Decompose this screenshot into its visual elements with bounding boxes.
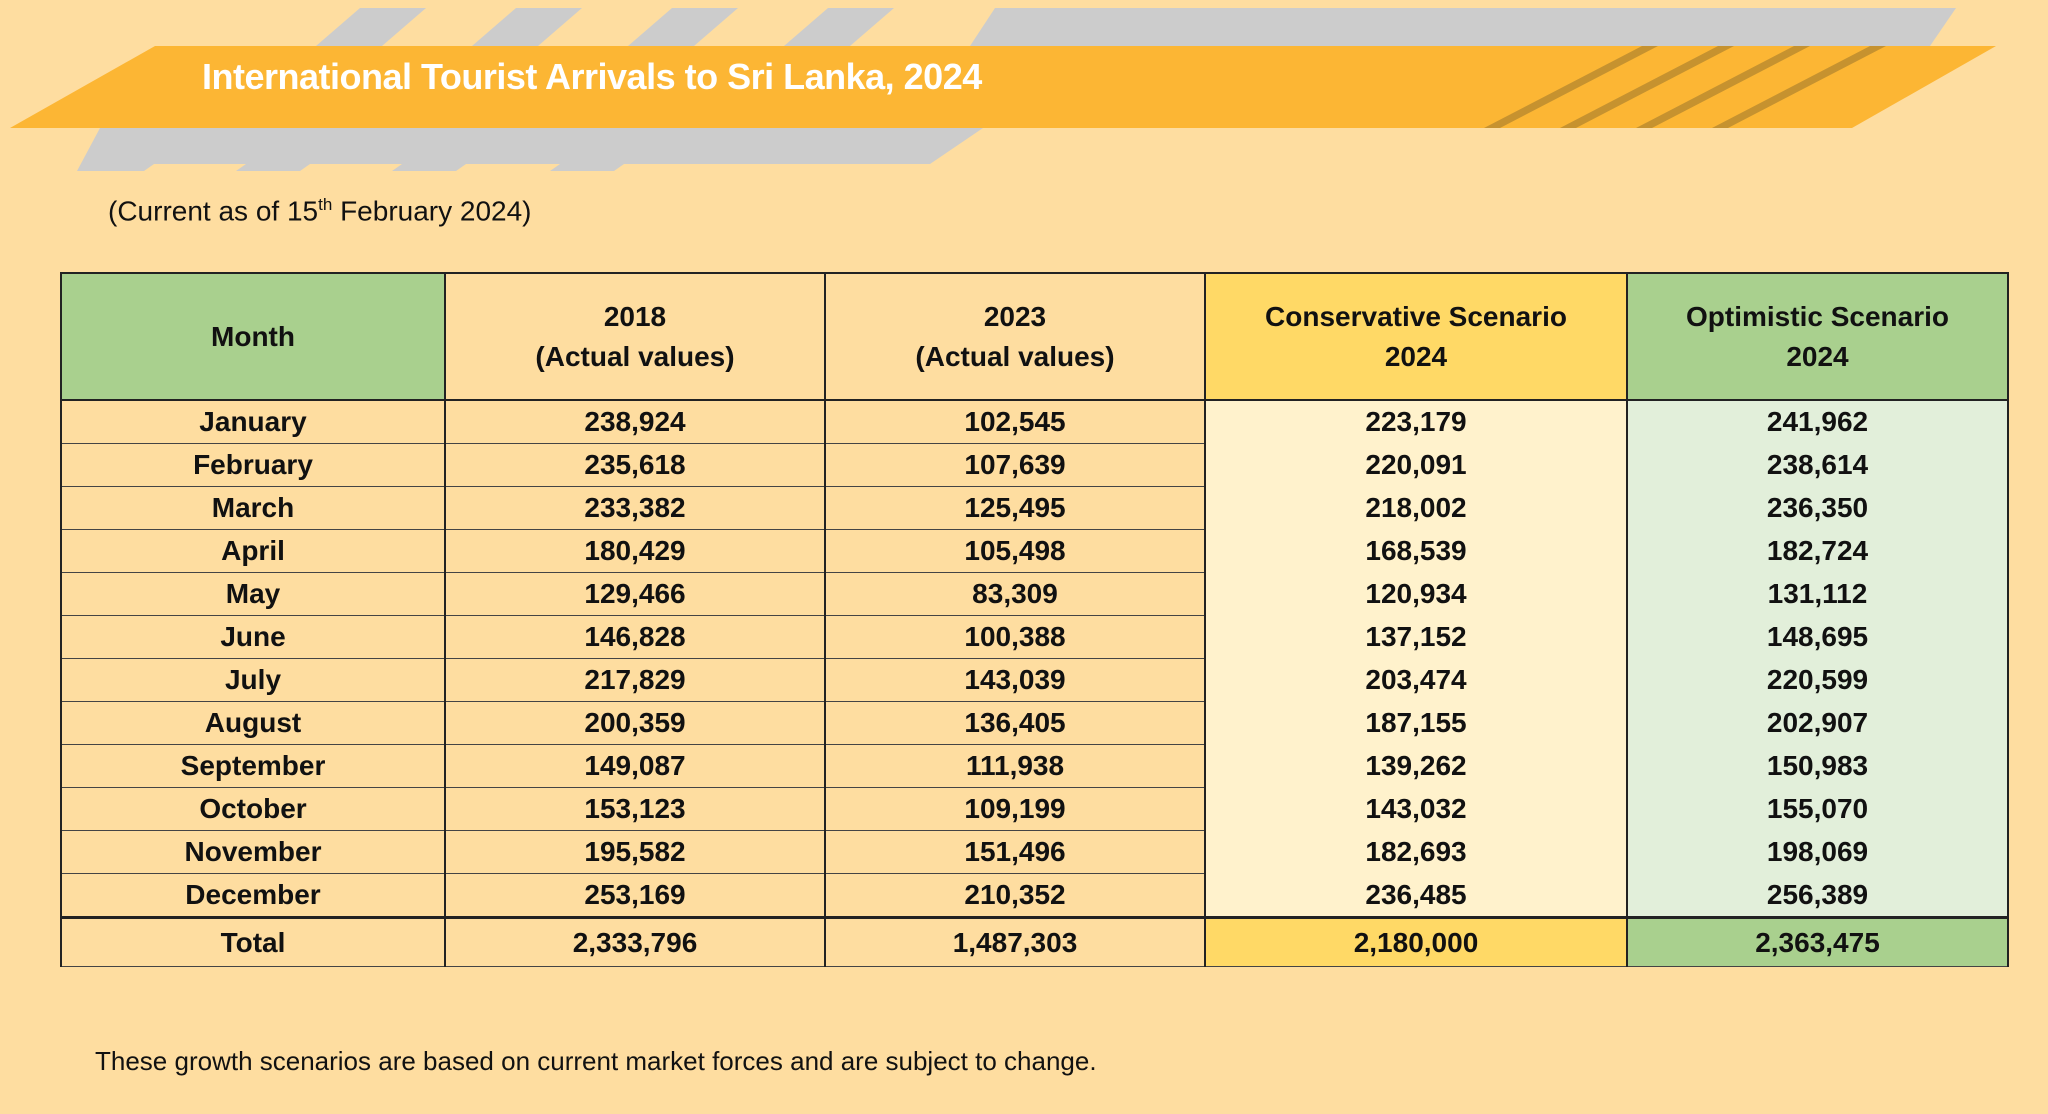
optimistic-2024-cell: 241,962 — [1626, 399, 2009, 444]
subtitle-superscript: th — [318, 195, 333, 214]
total-row: Total 2,333,796 1,487,303 2,180,000 2,363,47… — [60, 916, 2009, 967]
column-header-month: Month — [60, 272, 446, 401]
value-2018-cell: 195,582 — [444, 830, 826, 874]
value-2023-cell: 210,352 — [824, 873, 1206, 918]
as-of-date: (Current as of 15th February 2024) — [108, 195, 532, 227]
table-header-row: Month 2018 (Actual values) 2023 (Actual va… — [60, 272, 2009, 401]
month-cell: October — [60, 787, 446, 831]
value-2023-cell: 111,938 — [824, 744, 1206, 788]
month-cell: March — [60, 486, 446, 530]
optimistic-2024-cell: 148,695 — [1626, 615, 2009, 659]
value-2023-cell: 143,039 — [824, 658, 1206, 702]
table-row: September 149,087 111,938 139,262 150,983 — [60, 744, 2009, 788]
total-conservative-2024-cell: 2,180,000 — [1204, 916, 1628, 967]
conservative-2024-cell: 223,179 — [1204, 399, 1628, 444]
value-2018-cell: 180,429 — [444, 529, 826, 573]
subtitle-suffix: February 2024) — [332, 195, 532, 227]
month-cell: December — [60, 873, 446, 918]
conservative-2024-cell: 137,152 — [1204, 615, 1628, 659]
value-2018-cell: 233,382 — [444, 486, 826, 530]
conservative-2024-cell: 236,485 — [1204, 873, 1628, 918]
total-optimistic-2024-cell: 2,363,475 — [1626, 916, 2009, 967]
month-cell: May — [60, 572, 446, 616]
month-cell: April — [60, 529, 446, 573]
column-header-2023: 2023 (Actual values) — [824, 272, 1206, 401]
total-month-cell: Total — [60, 916, 446, 967]
subtitle-prefix: (Current as of 15 — [108, 195, 319, 227]
value-2018-cell: 200,359 — [444, 701, 826, 745]
value-2023-cell: 109,199 — [824, 787, 1206, 831]
month-cell: November — [60, 830, 446, 874]
conservative-2024-cell: 168,539 — [1204, 529, 1628, 573]
total-value-2018-cell: 2,333,796 — [444, 916, 826, 967]
value-2018-cell: 238,924 — [444, 399, 826, 444]
column-header-2018: 2018 (Actual values) — [444, 272, 826, 401]
optimistic-2024-cell: 256,389 — [1626, 873, 2009, 918]
optimistic-2024-cell: 198,069 — [1626, 830, 2009, 874]
month-cell: February — [60, 443, 446, 487]
value-2018-cell: 235,618 — [444, 443, 826, 487]
value-2023-cell: 102,545 — [824, 399, 1206, 444]
optimistic-2024-cell: 131,112 — [1626, 572, 2009, 616]
optimistic-2024-cell: 202,907 — [1626, 701, 2009, 745]
conservative-2024-cell: 182,693 — [1204, 830, 1628, 874]
value-2023-cell: 151,496 — [824, 830, 1206, 874]
table-row: October 153,123 109,199 143,032 155,070 — [60, 787, 2009, 831]
table-row: April 180,429 105,498 168,539 182,724 — [60, 529, 2009, 573]
value-2023-cell: 83,309 — [824, 572, 1206, 616]
table-row: August 200,359 136,405 187,155 202,907 — [60, 701, 2009, 745]
conservative-2024-cell: 143,032 — [1204, 787, 1628, 831]
arrivals-table: Month 2018 (Actual values) 2023 (Actual va… — [60, 272, 2009, 967]
optimistic-2024-cell: 150,983 — [1626, 744, 2009, 788]
table-row: May 129,466 83,309 120,934 131,112 — [60, 572, 2009, 616]
column-header-optimistic: Optimistic Scenario 2024 — [1626, 272, 2009, 401]
table-row: November 195,582 151,496 182,693 198,069 — [60, 830, 2009, 874]
value-2018-cell: 129,466 — [444, 572, 826, 616]
table-row: January 238,924 102,545 223,179 241,962 — [60, 399, 2009, 444]
value-2023-cell: 136,405 — [824, 701, 1206, 745]
conservative-2024-cell: 120,934 — [1204, 572, 1628, 616]
value-2023-cell: 105,498 — [824, 529, 1206, 573]
table-row: March 233,382 125,495 218,002 236,350 — [60, 486, 2009, 530]
month-cell: August — [60, 701, 446, 745]
optimistic-2024-cell: 182,724 — [1626, 529, 2009, 573]
table-row: June 146,828 100,388 137,152 148,695 — [60, 615, 2009, 659]
month-cell: September — [60, 744, 446, 788]
optimistic-2024-cell: 220,599 — [1626, 658, 2009, 702]
total-value-2023-cell: 1,487,303 — [824, 916, 1206, 967]
footnote: These growth scenarios are based on curr… — [95, 1046, 1097, 1076]
value-2018-cell: 217,829 — [444, 658, 826, 702]
value-2018-cell: 146,828 — [444, 615, 826, 659]
value-2018-cell: 149,087 — [444, 744, 826, 788]
conservative-2024-cell: 220,091 — [1204, 443, 1628, 487]
page-title: International Tourist Arrivals to Sri La… — [202, 56, 982, 97]
conservative-2024-cell: 203,474 — [1204, 658, 1628, 702]
month-cell: July — [60, 658, 446, 702]
value-2023-cell: 100,388 — [824, 615, 1206, 659]
optimistic-2024-cell: 155,070 — [1626, 787, 2009, 831]
value-2018-cell: 253,169 — [444, 873, 826, 918]
table-row: July 217,829 143,039 203,474 220,599 — [60, 658, 2009, 702]
value-2023-cell: 107,639 — [824, 443, 1206, 487]
month-cell: January — [60, 399, 446, 444]
month-cell: June — [60, 615, 446, 659]
conservative-2024-cell: 139,262 — [1204, 744, 1628, 788]
optimistic-2024-cell: 238,614 — [1626, 443, 2009, 487]
table-row: February 235,618 107,639 220,091 238,614 — [60, 443, 2009, 487]
value-2023-cell: 125,495 — [824, 486, 1206, 530]
value-2018-cell: 153,123 — [444, 787, 826, 831]
column-header-conservative: Conservative Scenario 2024 — [1204, 272, 1628, 401]
conservative-2024-cell: 218,002 — [1204, 486, 1628, 530]
table-row: December 253,169 210,352 236,485 256,389 — [60, 873, 2009, 918]
conservative-2024-cell: 187,155 — [1204, 701, 1628, 745]
optimistic-2024-cell: 236,350 — [1626, 486, 2009, 530]
title-banner-graphic — [10, 8, 1996, 171]
